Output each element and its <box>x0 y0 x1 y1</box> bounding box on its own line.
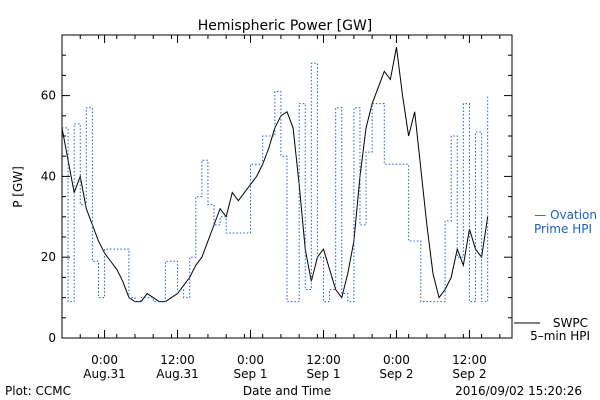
plot-source: Plot: CCMC <box>5 384 71 398</box>
x-tick-label-time: 0:00 <box>383 353 410 367</box>
series-swpc-line <box>61 47 489 303</box>
x-tick-label-date: Sep 1 <box>233 367 267 381</box>
series-ovation-line <box>62 62 489 303</box>
series-layer <box>61 47 489 303</box>
plot-timestamp: 2016/09/02 15:20:26 <box>455 384 582 398</box>
chart-title: Hemispheric Power [GW] <box>198 18 373 34</box>
y-axis-label: P [GW] <box>11 166 25 208</box>
x-axis-label: Date and Time <box>243 384 331 398</box>
plot-frame <box>61 34 513 339</box>
legend-swpc-label-2: 5–min HPI <box>530 329 590 343</box>
y-tick-label: 0 <box>48 331 56 345</box>
legend-swpc: SWPC 5–min HPI <box>514 316 590 343</box>
legend-swpc-label-1: SWPC <box>553 316 588 330</box>
legend-ovation-label-2: Prime HPI <box>534 222 592 236</box>
x-tick-label-time: 12:00 <box>306 353 341 367</box>
legend: — Ovation Prime HPI SWPC 5–min HPI <box>514 208 597 343</box>
x-tick-label-date: Sep 2 <box>379 367 413 381</box>
legend-ovation: — Ovation Prime HPI <box>534 208 597 236</box>
y-tick-label: 20 <box>41 250 56 264</box>
y-axis: 0 20 40 60 <box>41 54 512 345</box>
x-tick-label-date: Aug.31 <box>83 367 126 381</box>
x-tick-label-time: 0:00 <box>91 353 118 367</box>
y-tick-label: 40 <box>41 169 56 183</box>
x-tick-label-time: 12:00 <box>160 353 195 367</box>
y-tick-label: 60 <box>41 89 56 103</box>
x-tick-label-date: Sep 1 <box>306 367 340 381</box>
x-tick-label-date: Aug.31 <box>156 367 199 381</box>
x-tick-label-date: Sep 2 <box>452 367 486 381</box>
x-tick-label-time: 0:00 <box>237 353 264 367</box>
legend-ovation-label-1: — Ovation <box>534 208 597 222</box>
x-tick-label-time: 12:00 <box>452 353 487 367</box>
